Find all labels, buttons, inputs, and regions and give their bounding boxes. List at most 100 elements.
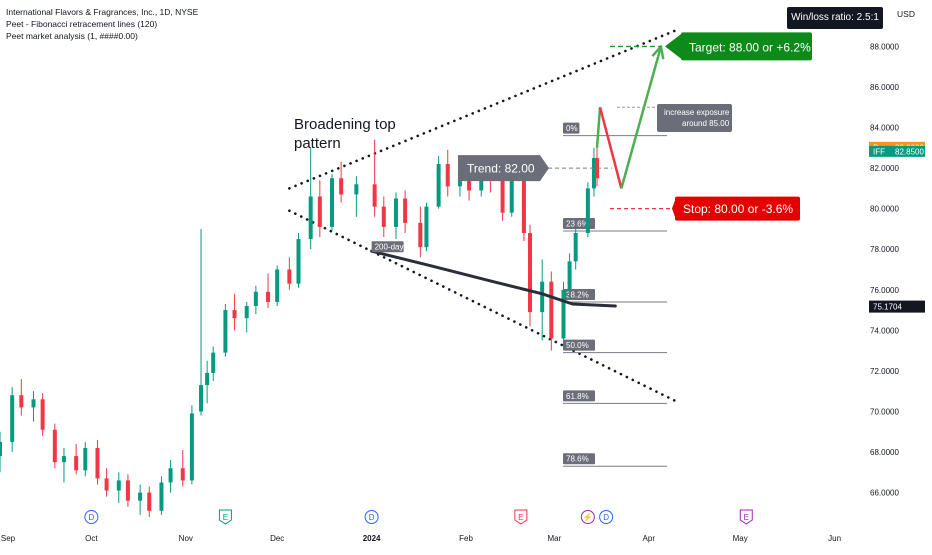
candle-body[interactable] [339, 178, 344, 195]
candle-body[interactable] [138, 492, 143, 501]
time-tick-label: 2024 [363, 534, 381, 543]
candle-body[interactable] [275, 269, 280, 302]
dividend-marker-icon[interactable] [84, 510, 99, 524]
candle-body[interactable] [540, 281, 545, 313]
price-tick-label: 70.0000 [870, 407, 899, 416]
candle-body[interactable] [104, 478, 109, 491]
candle-body[interactable] [381, 206, 386, 227]
candle-body[interactable] [159, 482, 164, 511]
candle-body[interactable] [308, 196, 313, 240]
candle-body[interactable] [180, 468, 185, 481]
exposure-box[interactable] [657, 104, 732, 132]
candle-body[interactable] [500, 180, 505, 213]
candle-body[interactable] [205, 372, 210, 386]
candle-body[interactable] [223, 310, 228, 353]
candle-body[interactable] [591, 157, 596, 189]
price-tick-label: 68.0000 [870, 448, 899, 457]
fib-level-label: 0% [566, 124, 578, 133]
candle-body[interactable] [95, 447, 100, 479]
candle-body[interactable] [83, 447, 88, 471]
stop-box[interactable] [675, 196, 800, 221]
moving-average-200[interactable] [370, 249, 617, 308]
time-tick-label: Mar [547, 534, 561, 543]
candle-body[interactable] [354, 184, 359, 195]
candle-body[interactable] [372, 184, 377, 207]
candle-body[interactable] [287, 269, 292, 284]
candle-body[interactable] [521, 178, 526, 233]
exposure-label-line1: increase exposure [664, 108, 730, 117]
candle-body[interactable] [567, 261, 572, 290]
candle-body[interactable] [125, 480, 130, 501]
ma-label: 200-day [375, 243, 404, 252]
indicator-fibonacci[interactable]: Peet - Fibonacci retracement lines (120) [6, 19, 158, 29]
candle-body[interactable] [147, 492, 152, 511]
price-tick-label: 88.0000 [870, 42, 899, 51]
candle-body[interactable] [31, 399, 36, 408]
candle-body[interactable] [509, 178, 514, 213]
candle-body[interactable] [561, 289, 566, 339]
stop-label: Stop: 80.00 or -3.6% [683, 202, 793, 216]
earnings-marker-icon[interactable] [514, 509, 528, 525]
candle-body[interactable] [479, 176, 484, 191]
time-axis-bg [0, 528, 932, 550]
candle-body[interactable] [445, 164, 450, 187]
candle-body[interactable] [266, 291, 271, 302]
candle-body[interactable] [52, 429, 57, 463]
projection-target-leg[interactable] [620, 46, 663, 189]
candle-body[interactable] [61, 456, 66, 463]
price-tick-label: 76.0000 [870, 286, 899, 295]
target-box[interactable] [681, 32, 812, 61]
candle-body[interactable] [549, 281, 554, 339]
candle-body[interactable] [585, 188, 590, 233]
lower-trendline[interactable] [288, 209, 678, 403]
price-axis-bg [862, 0, 932, 550]
candle-body[interactable] [296, 239, 301, 284]
fib-level-label: 61.8% [566, 392, 589, 401]
candle-body[interactable] [424, 206, 429, 248]
projection-down-leg[interactable] [598, 106, 623, 189]
trend-box[interactable] [458, 155, 549, 182]
trend-label: Trend: 82.00 [467, 162, 535, 176]
candle-body[interactable] [116, 480, 121, 491]
candle-body[interactable] [317, 196, 322, 227]
dividend-marker-icon[interactable] [364, 510, 379, 524]
earnings-marker-icon[interactable] [739, 509, 753, 525]
candle-body[interactable] [403, 198, 408, 223]
candle-body[interactable] [330, 178, 335, 227]
ma-price-value: 75.1704 [873, 303, 902, 312]
candle-body[interactable] [527, 232, 532, 313]
fib-level-label: 50.0% [566, 341, 589, 350]
candle-body[interactable] [418, 222, 423, 248]
time-tick-label: Jun [828, 534, 841, 543]
candle-body[interactable] [40, 399, 45, 430]
candle-body[interactable] [10, 395, 15, 442]
candle-body[interactable] [244, 306, 249, 319]
symbol-title[interactable]: International Flavors & Fragrances, Inc.… [6, 7, 199, 17]
event-marker-label: D [603, 513, 609, 522]
candle-body[interactable] [436, 164, 441, 207]
candle-body[interactable] [211, 352, 216, 373]
candle-body[interactable] [168, 468, 173, 483]
candle-body[interactable] [189, 413, 194, 481]
win-loss-badge: Win/loss ratio: 2.5:1 [787, 7, 883, 29]
indicator-market-analysis[interactable]: Peet market analysis (1, ####0.00) [6, 31, 138, 41]
currency-button[interactable]: USD [897, 9, 915, 19]
candle-body[interactable] [253, 291, 258, 307]
split-marker-icon[interactable] [580, 510, 595, 524]
candle-body[interactable] [199, 385, 204, 412]
pattern-label-line1: Broadening top [294, 116, 396, 133]
candle-body[interactable] [232, 310, 237, 319]
candle-body[interactable] [0, 441, 2, 457]
candle-body[interactable] [74, 456, 79, 471]
earnings-marker-icon[interactable] [218, 509, 232, 525]
candle-body[interactable] [393, 198, 398, 227]
dividend-marker-icon[interactable] [599, 510, 614, 524]
price-tick-label: 66.0000 [870, 489, 899, 498]
projection-up-leg[interactable] [595, 107, 602, 148]
candle-body[interactable] [19, 395, 24, 408]
candle-body[interactable] [573, 232, 578, 262]
exposure-label-line2: around 85.00 [682, 119, 730, 128]
fib-level-tag [563, 453, 595, 465]
